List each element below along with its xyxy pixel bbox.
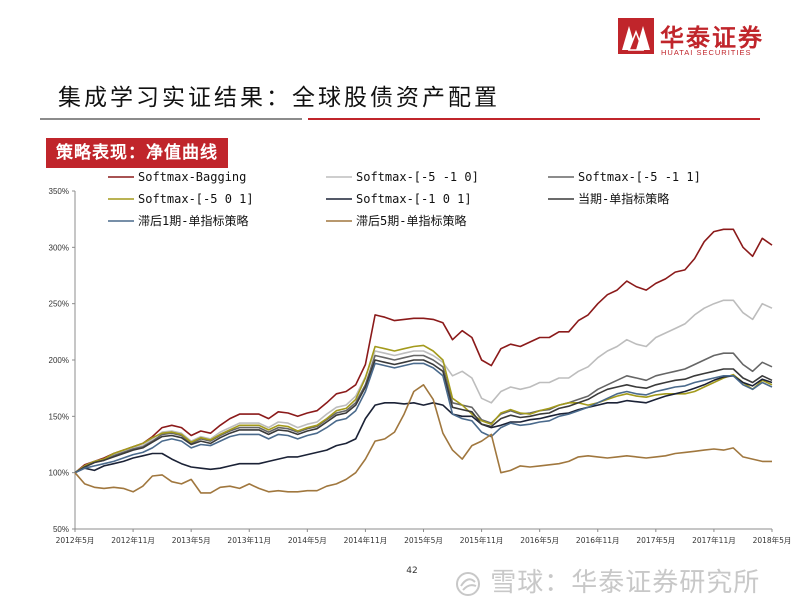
- y-tick-label: 50%: [53, 525, 69, 534]
- legend-label-5: 当期-单指标策略: [578, 191, 669, 206]
- x-tick-label: 2018年5月: [753, 535, 792, 545]
- title-divider-gray: [40, 118, 302, 120]
- y-tick-label: 300%: [49, 243, 69, 252]
- x-tick-label: 2017年11月: [692, 535, 736, 545]
- huatai-logo: 华泰证券 HUATAI SECURITIES: [618, 18, 768, 58]
- y-tick-label: 250%: [49, 300, 69, 309]
- x-tick-label: 2013年5月: [172, 535, 211, 545]
- legend-label-0: Softmax-Bagging: [138, 170, 246, 184]
- page-number: 42: [406, 566, 418, 576]
- y-tick-label: 100%: [49, 469, 69, 478]
- series-line-7: [74, 383, 772, 494]
- huatai-logo-mark-icon: [618, 18, 654, 54]
- series-line-0: [74, 228, 773, 474]
- watermark: 雪球：华泰证券研究所: [455, 562, 760, 599]
- x-tick-label: 2014年11月: [344, 535, 388, 545]
- legend-label-7: 滞后5期-单指标策略: [356, 213, 466, 228]
- title-divider-red: [308, 118, 760, 120]
- legend-label-1: Softmax-[-5 -1 0]: [356, 170, 479, 184]
- y-tick-label: 350%: [49, 187, 69, 196]
- series-line-5: [74, 359, 773, 474]
- watermark-text: 雪球：华泰证券研究所: [490, 568, 761, 598]
- x-tick-label: 2012年5月: [56, 535, 95, 545]
- legend-label-6: 滞后1期-单指标策略: [138, 213, 248, 228]
- series-line-3: [74, 344, 773, 474]
- legend-label-2: Softmax-[-5 -1 1]: [578, 170, 701, 184]
- brand-name-cn: 华泰证券: [660, 24, 764, 52]
- page-title: 集成学习实证结果：全球股债资产配置: [58, 85, 500, 111]
- x-tick-label: 2015年11月: [460, 535, 504, 545]
- x-tick-label: 2016年5月: [520, 535, 559, 545]
- x-tick-label: 2016年11月: [576, 535, 620, 545]
- x-tick-label: 2013年11月: [227, 535, 271, 545]
- xueqiu-snowball-icon: [456, 571, 480, 596]
- x-tick-label: 2014年5月: [288, 535, 327, 545]
- x-tick-label: 2012年11月: [111, 535, 155, 545]
- legend-label-4: Softmax-[-1 0 1]: [356, 192, 472, 206]
- section-label: 策略表现：净值曲线: [46, 138, 228, 168]
- series-line-4: [74, 374, 773, 474]
- series-line-6: [74, 362, 773, 474]
- y-tick-label: 200%: [49, 356, 69, 365]
- brand-name-en: HUATAI SECURITIES: [661, 48, 752, 57]
- x-tick-label: 2015年5月: [404, 535, 443, 545]
- x-tick-label: 2017年5月: [636, 535, 675, 545]
- y-tick-label: 150%: [49, 412, 69, 421]
- series-line-1: [74, 299, 773, 474]
- series-line-2: [74, 352, 773, 474]
- legend-label-3: Softmax-[-5 0 1]: [138, 192, 254, 206]
